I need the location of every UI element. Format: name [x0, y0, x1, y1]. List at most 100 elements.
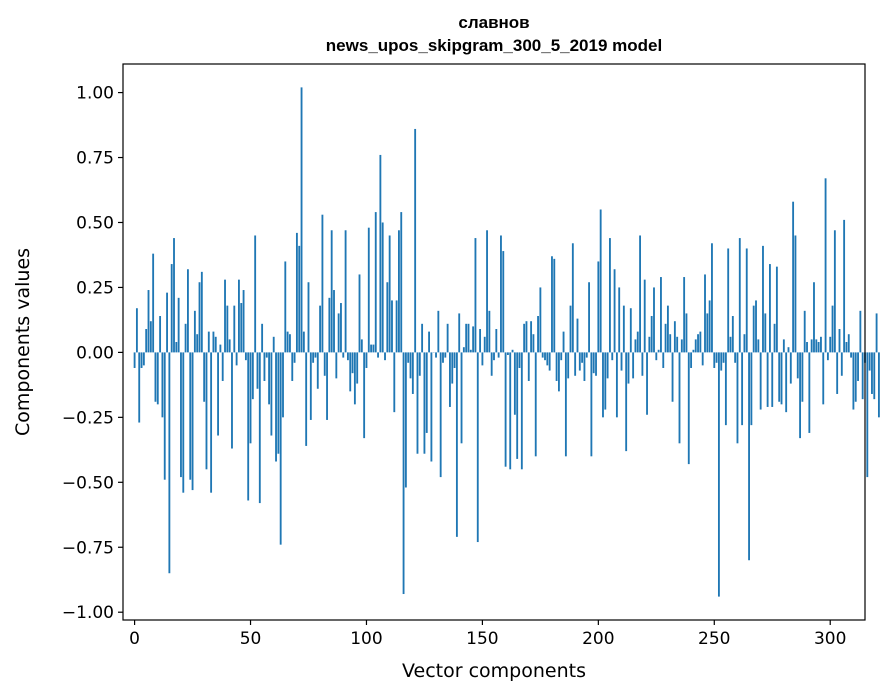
bar [300, 87, 303, 353]
bar [423, 352, 426, 454]
bar [214, 336, 217, 353]
bar [453, 352, 456, 368]
bar [569, 305, 572, 353]
chart-title-line1: славнов [458, 13, 529, 32]
bar [238, 279, 240, 353]
bar [289, 334, 291, 353]
bar [344, 230, 347, 353]
bar [513, 352, 516, 415]
bar [458, 313, 461, 353]
bar [759, 352, 762, 410]
bar [548, 352, 551, 371]
bar [495, 329, 498, 353]
bar [333, 290, 335, 353]
bar [527, 352, 530, 381]
bar [752, 305, 755, 353]
bar [388, 235, 391, 353]
bar [307, 282, 310, 353]
bar [671, 352, 674, 402]
bar [692, 349, 695, 353]
bar [177, 297, 180, 353]
bar [873, 352, 876, 400]
bar [242, 290, 245, 353]
bar [669, 334, 672, 353]
bar [574, 352, 577, 376]
bar [330, 230, 333, 353]
bar [328, 297, 331, 353]
bar [734, 352, 737, 363]
bar [486, 230, 488, 353]
bar [133, 352, 136, 368]
bar [650, 316, 653, 353]
bar [666, 305, 669, 353]
bar [474, 238, 477, 353]
bar [634, 339, 637, 353]
bar [284, 261, 287, 353]
bar [590, 352, 593, 457]
bar [673, 321, 676, 353]
bar [224, 279, 226, 353]
bar [778, 352, 781, 402]
bar [632, 352, 635, 379]
bar [622, 305, 625, 353]
bar [467, 323, 470, 353]
bar [685, 313, 688, 353]
bar [534, 352, 537, 457]
x-axis-label: Vector components [402, 660, 586, 682]
bar [203, 352, 206, 402]
bar [750, 352, 753, 426]
bar [602, 352, 604, 418]
bar [217, 352, 219, 436]
bar [140, 352, 143, 368]
bar [263, 352, 266, 381]
bar [588, 282, 590, 353]
bar [210, 352, 213, 493]
bar [813, 282, 815, 353]
bar [147, 290, 150, 353]
bar [773, 323, 776, 353]
bar [386, 282, 389, 353]
bar [138, 352, 141, 423]
bar [850, 352, 853, 358]
bar [715, 352, 718, 363]
bar [291, 352, 294, 381]
bar [576, 318, 579, 353]
bar [258, 352, 261, 504]
y-tick-label: 1.00 [76, 84, 114, 104]
bars-group [133, 87, 880, 597]
bar [657, 349, 660, 353]
bar [562, 331, 565, 353]
bar [451, 352, 454, 384]
y-tick-label: 0.75 [76, 149, 114, 169]
bar [142, 352, 145, 366]
bar [808, 352, 811, 433]
bar [425, 352, 428, 433]
bar [771, 352, 774, 407]
bar [690, 352, 693, 368]
bar [762, 245, 764, 353]
bar [312, 352, 315, 363]
bar [404, 352, 407, 488]
bar [680, 339, 683, 353]
plot-frame [122, 63, 866, 621]
bar [323, 352, 326, 376]
bar [391, 300, 393, 353]
bar [611, 352, 614, 361]
bar [822, 352, 825, 405]
bar [509, 352, 512, 470]
bar [270, 352, 273, 436]
bar [877, 352, 880, 418]
bar [820, 336, 822, 353]
bar [578, 352, 581, 371]
bar [488, 310, 491, 353]
bar [356, 352, 359, 384]
bar [564, 352, 567, 457]
bar [416, 352, 419, 454]
x-tick-label: 0 [129, 629, 140, 649]
bar [168, 352, 171, 574]
bar [537, 316, 539, 353]
bar [430, 352, 433, 462]
x-tick-label: 50 [240, 629, 262, 649]
bar [861, 352, 864, 400]
bar [615, 352, 618, 418]
